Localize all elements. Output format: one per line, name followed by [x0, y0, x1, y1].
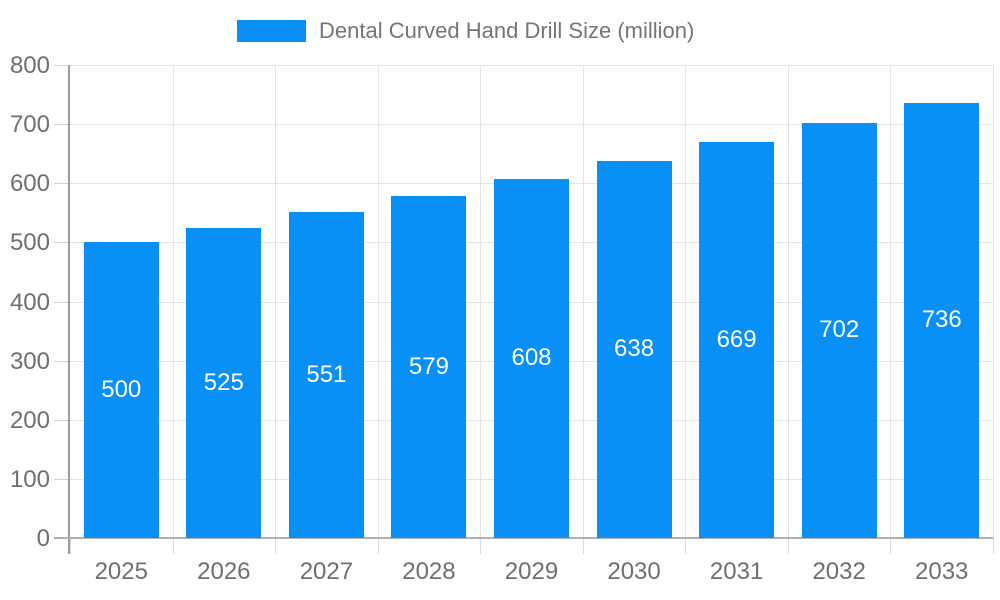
x-tick-label: 2028: [402, 558, 456, 585]
x-axis-tick: [172, 538, 174, 554]
y-gridline: [70, 65, 993, 66]
x-axis-tick: [275, 538, 277, 554]
x-axis-line: [54, 537, 993, 539]
bar-value-label: 669: [716, 326, 757, 354]
bar-value-label: 551: [306, 361, 347, 389]
y-tick-label: 0: [36, 525, 50, 552]
x-gridline: [787, 65, 789, 538]
x-axis-tick: [582, 538, 584, 554]
y-axis-tick: [54, 124, 70, 126]
x-gridline: [275, 65, 277, 538]
x-tick-label: 2026: [197, 558, 251, 585]
x-axis-tick: [993, 538, 994, 554]
x-tick-label: 2030: [607, 558, 661, 585]
y-axis-tick: [54, 478, 70, 480]
y-tick-label: 100: [9, 465, 50, 493]
x-gridline: [993, 65, 994, 538]
y-tick-label: 400: [9, 288, 50, 316]
bar-value-label: 702: [819, 316, 860, 344]
legend-swatch: [237, 20, 306, 42]
bar-value-label: 500: [101, 376, 142, 404]
y-axis-tick: [54, 360, 70, 362]
bar: 608: [494, 178, 569, 538]
x-axis-tick: [480, 538, 482, 554]
x-tick-label: 2031: [709, 558, 764, 585]
y-tick-label: 800: [9, 52, 50, 79]
bar: 736: [904, 102, 980, 538]
y-tick-label: 500: [9, 229, 50, 257]
y-tick-label: 700: [9, 111, 50, 139]
bar: 702: [801, 122, 877, 538]
x-tick-label: 2032: [812, 558, 866, 585]
y-axis-tick: [54, 183, 70, 185]
y-axis-tick: [54, 242, 70, 244]
bar-value-label: 608: [511, 344, 552, 372]
y-tick-label: 600: [9, 170, 50, 198]
bar: 669: [699, 142, 775, 538]
bar-value-label: 638: [614, 335, 655, 363]
x-axis-tick: [70, 538, 71, 554]
y-axis-tick: [54, 301, 70, 303]
x-tick-label: 2033: [915, 558, 969, 585]
x-tick-label: 2027: [299, 558, 354, 585]
bar: 638: [596, 160, 672, 538]
y-gridline: [70, 124, 993, 126]
y-axis-tick: [54, 419, 70, 421]
x-gridline: [582, 65, 584, 538]
x-gridline: [685, 65, 687, 538]
bar: 500: [83, 242, 159, 538]
legend-label: Dental Curved Hand Drill Size (million): [319, 18, 695, 43]
x-axis-tick: [787, 538, 789, 554]
x-axis-tick: [377, 538, 379, 554]
x-gridline: [172, 65, 174, 538]
bar: 551: [288, 212, 364, 538]
x-gridline: [377, 65, 379, 538]
bar-value-label: 525: [203, 368, 244, 396]
bar-value-label: 579: [408, 352, 449, 380]
y-tick-label: 300: [9, 347, 50, 375]
bar-value-label: 736: [921, 306, 962, 334]
x-tick-label: 2029: [504, 558, 559, 585]
bar: 525: [186, 227, 262, 538]
x-axis-tick: [890, 538, 892, 554]
y-axis-tick: [54, 65, 70, 66]
x-axis-tick: [685, 538, 687, 554]
y-tick-label: 200: [9, 406, 50, 434]
bar: 579: [391, 195, 467, 538]
x-gridline: [480, 65, 482, 538]
x-gridline: [890, 65, 892, 538]
legend-item[interactable]: Dental Curved Hand Drill Size (million): [237, 18, 694, 44]
x-tick-label: 2025: [94, 558, 148, 585]
y-axis-line: [68, 65, 70, 554]
